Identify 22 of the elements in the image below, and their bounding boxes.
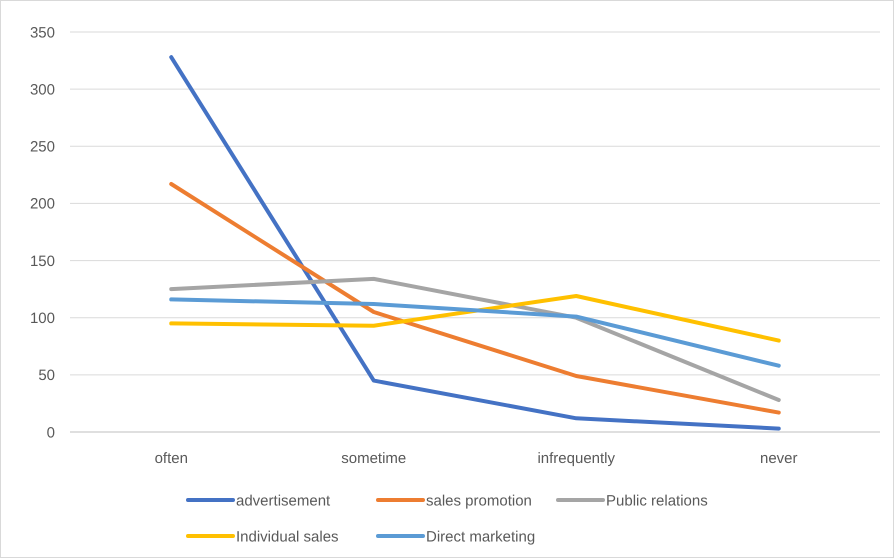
line-series: [169, 294, 781, 343]
y-tick-label: 200: [30, 196, 55, 213]
line-series: [169, 297, 781, 368]
x-tick-label: never: [760, 450, 798, 467]
line-series: [169, 182, 781, 415]
legend-label: advertisement: [236, 492, 332, 510]
legend-label: Direct marketing: [426, 528, 536, 546]
y-tick-label: 300: [30, 81, 55, 98]
legend-label: sales promotion: [426, 492, 532, 510]
y-tick-label: 350: [30, 24, 55, 42]
x-tick-label: sometime: [341, 450, 406, 467]
y-tick-label: 100: [30, 310, 55, 327]
y-tick-label: 0: [46, 424, 55, 442]
y-tick-label: 250: [30, 138, 55, 156]
y-tick-label: 150: [30, 252, 55, 270]
line-series: [169, 276, 781, 402]
x-tick-label: often: [154, 450, 188, 467]
x-tick-label: infrequently: [537, 450, 616, 467]
legend-label: Public relations: [606, 492, 708, 510]
legend-label: Individual sales: [236, 528, 339, 546]
y-tick-label: 50: [38, 367, 55, 384]
line-series: [169, 55, 781, 431]
